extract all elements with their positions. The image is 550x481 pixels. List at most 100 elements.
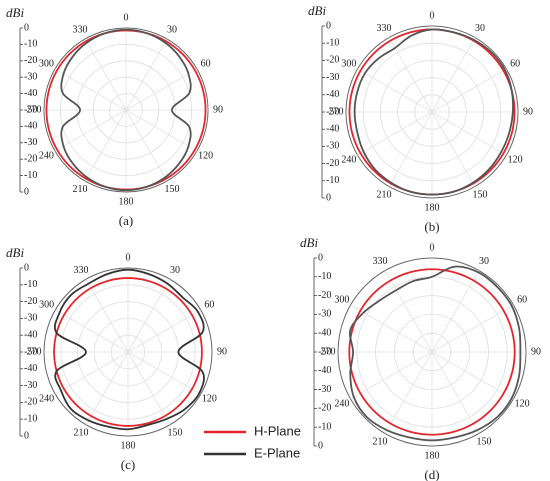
angle-label: 0	[430, 242, 435, 253]
angle-label: 270	[27, 104, 42, 115]
radial-tick-label: 0	[326, 192, 331, 203]
radial-tick-label: -40	[24, 329, 37, 340]
grid-spoke	[384, 270, 433, 353]
grid-spoke	[350, 304, 433, 353]
radial-tick-label: -30	[24, 137, 37, 148]
grid-spoke	[127, 309, 201, 353]
angle-label: 180	[119, 196, 134, 207]
radial-tick-label: -40	[326, 89, 339, 100]
radial-tick-label: -20	[24, 296, 37, 307]
angle-label: 330	[373, 256, 388, 267]
grid-spoke	[55, 351, 129, 395]
angle-label: 60	[517, 294, 527, 305]
angle-label: 240	[39, 393, 54, 404]
radial-tick-label: -10	[24, 170, 37, 181]
angle-label: 60	[201, 58, 211, 69]
angle-label: 270	[27, 346, 42, 357]
radial-tick-label: -40	[326, 123, 339, 134]
grid-spoke	[388, 37, 433, 113]
grid-spoke	[85, 351, 129, 425]
caption: (d)	[424, 467, 439, 481]
radial-tick-label: -50	[24, 104, 37, 115]
angle-label: 330	[74, 265, 89, 276]
radial-tick-label: -40	[24, 121, 37, 132]
grid-spoke	[84, 38, 127, 111]
radial-tick-label: 0	[318, 440, 323, 451]
radial-tick-label: -10	[326, 37, 339, 48]
grid-spoke	[431, 111, 476, 187]
angle-label: 300	[334, 294, 349, 305]
angle-label: 270	[329, 106, 344, 117]
pattern-curve	[53, 268, 205, 431]
pattern-curve	[353, 28, 514, 196]
radial-tick-label: -40	[318, 365, 331, 376]
angle-label: 30	[475, 23, 485, 34]
caption: (c)	[121, 457, 135, 472]
radial-axis-label: dBi	[6, 5, 24, 20]
grid-spoke	[54, 68, 127, 111]
angle-label: 90	[213, 104, 223, 115]
angle-label: 180	[425, 450, 440, 461]
angle-label: 120	[515, 398, 530, 409]
angle-label: 240	[341, 154, 356, 165]
radial-tick-label: -20	[318, 403, 331, 414]
pattern-curve	[348, 268, 516, 436]
radial-tick-label: 0	[24, 186, 29, 197]
radial-tick-label: -40	[24, 88, 37, 99]
caption: (b)	[424, 219, 439, 234]
radial-tick-label: -20	[24, 397, 37, 408]
angle-label: 300	[341, 58, 356, 69]
legend-label: E-Plane	[254, 445, 300, 460]
grid-spoke	[125, 109, 198, 152]
grid-spoke	[350, 351, 433, 400]
radial-axis-label: dBi	[308, 3, 326, 18]
grid-spoke	[384, 351, 433, 434]
radial-tick-label: -50	[326, 106, 339, 117]
radial-tick-label: -30	[318, 309, 331, 320]
radial-tick-label: -10	[24, 39, 37, 50]
legend-label: H-Plane	[254, 423, 301, 438]
grid-spoke	[431, 68, 507, 113]
angle-label: 180	[425, 202, 440, 213]
radial-tick-label: -10	[318, 421, 331, 432]
angle-label: 90	[523, 106, 533, 117]
grid-spoke	[125, 109, 168, 182]
angle-label: 240	[39, 150, 54, 161]
angle-label: 30	[479, 256, 489, 267]
radial-axis-label: dBi	[6, 245, 24, 260]
angle-label: 120	[202, 393, 217, 404]
grid-spoke	[431, 304, 514, 353]
grid-spoke	[431, 270, 480, 353]
grid-spoke	[388, 111, 433, 187]
radial-tick-label: -30	[24, 313, 37, 324]
grid-spoke	[54, 109, 127, 152]
radial-tick-label: -20	[24, 153, 37, 164]
angle-label: 300	[39, 58, 54, 69]
grid-spoke	[55, 309, 129, 353]
grid-spoke	[85, 279, 129, 353]
angle-label: 60	[204, 299, 214, 310]
radial-tick-label: -30	[24, 71, 37, 82]
grid-spoke	[84, 109, 127, 182]
radial-tick-label: -10	[326, 175, 339, 186]
angle-label: 180	[121, 440, 136, 451]
pattern-curve	[60, 28, 192, 192]
grid-spoke	[431, 351, 514, 400]
caption: (a)	[119, 213, 133, 228]
radial-tick-label: 0	[24, 22, 29, 33]
radial-tick-label: -30	[24, 380, 37, 391]
radial-tick-label: -30	[326, 141, 339, 152]
grid-spoke	[125, 68, 198, 111]
angle-label: 210	[74, 428, 89, 439]
grid-spoke	[357, 111, 433, 156]
angle-label: 90	[217, 346, 227, 357]
radial-tick-label: -10	[24, 279, 37, 290]
radial-tick-label: 0	[326, 20, 331, 31]
radial-tick-label: 0	[24, 262, 29, 273]
angle-label: 120	[508, 154, 523, 165]
angle-label: 0	[126, 252, 131, 263]
angle-label: 0	[430, 10, 435, 21]
radial-tick-label: -20	[326, 55, 339, 66]
radial-tick-label: -40	[318, 327, 331, 338]
angle-label: 150	[477, 436, 492, 447]
